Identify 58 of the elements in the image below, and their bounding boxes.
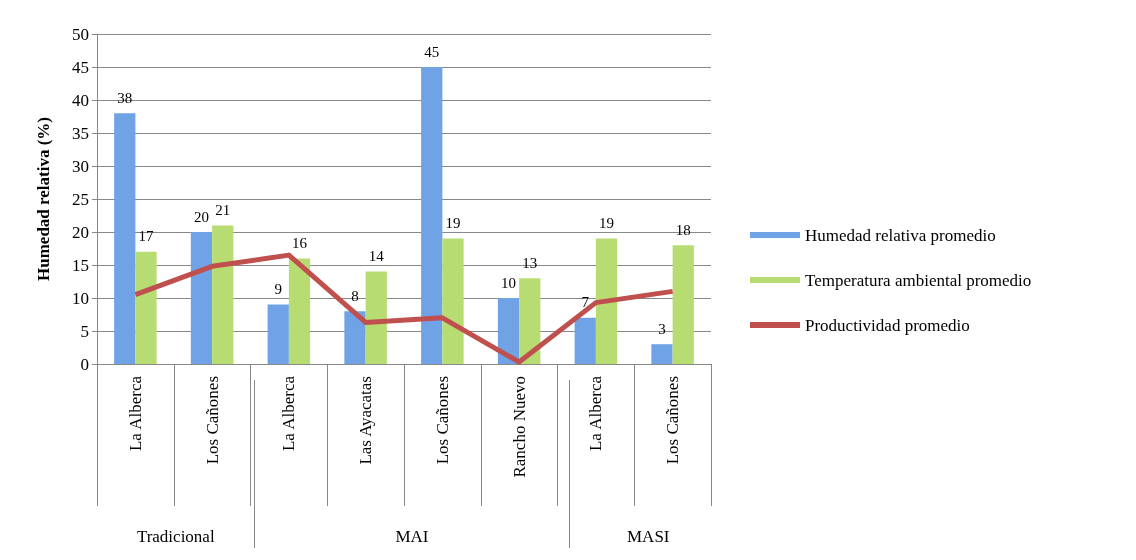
data-label: 21	[215, 201, 231, 218]
y-tick-label: 10	[72, 288, 89, 308]
bar	[421, 67, 443, 364]
data-label: 13	[522, 254, 538, 271]
bar	[135, 251, 157, 364]
bar	[212, 225, 234, 364]
x-tick-label: Los Cañones	[432, 376, 452, 465]
data-label: 19	[445, 215, 461, 232]
y-tick-label: 25	[72, 189, 89, 209]
x-tick-label: Las Ayacatas	[356, 376, 376, 465]
legend-label: Productividad promedio	[805, 315, 970, 335]
bar	[114, 113, 136, 364]
bar	[288, 258, 311, 364]
data-label: 38	[117, 89, 133, 106]
y-tick-label: 45	[72, 57, 89, 77]
data-label: 14	[368, 248, 385, 265]
x-tick-label: La Alberca	[125, 375, 145, 452]
y-tick-label: 5	[80, 321, 89, 341]
bar	[651, 344, 673, 364]
data-label: 45	[424, 43, 440, 60]
x-tick-label: Los Cañones	[663, 376, 683, 465]
x-tick-label: Rancho Nuevo	[509, 376, 529, 478]
text: Tradicional	[136, 526, 215, 546]
bar	[672, 245, 694, 364]
y-tick-label: 15	[72, 255, 89, 275]
data-label: 20	[193, 208, 209, 225]
x-tick-label: La Alberca	[586, 375, 606, 452]
bar	[267, 304, 289, 364]
data-label: 8	[351, 287, 359, 304]
y-tick-label: 35	[72, 123, 89, 143]
data-label: 9	[274, 281, 282, 298]
y-tick-label: 20	[72, 222, 89, 242]
bar	[519, 278, 541, 364]
data-label: 16	[292, 234, 308, 251]
data-label: 17	[138, 228, 155, 245]
x-tick-label: Los Cañones	[202, 376, 222, 465]
y-tick-label: 50	[72, 24, 89, 44]
data-label: 18	[675, 221, 691, 238]
bar	[365, 271, 387, 364]
bar	[595, 238, 618, 364]
data-label: 7	[581, 294, 590, 311]
bar	[574, 317, 596, 364]
data-label: 3	[658, 320, 666, 337]
data-label: 10	[500, 274, 516, 291]
y-tick-label: 40	[72, 90, 89, 110]
legend-label: Humedad relativa promedio	[805, 225, 996, 245]
text: MASI	[626, 526, 670, 546]
data-label: 19	[599, 215, 615, 232]
y-tick-label: 30	[72, 156, 89, 176]
y-tick-label: 0	[80, 354, 89, 374]
bar	[497, 298, 520, 364]
legend-label: Temperatura ambiental promedio	[805, 270, 1032, 290]
bar	[344, 311, 366, 364]
x-tick-label: La Alberca	[279, 375, 299, 452]
y-axis-title: Humedad relativa (%)	[34, 116, 53, 282]
text: MAI	[395, 526, 429, 546]
bar	[442, 238, 464, 364]
bar	[190, 232, 213, 364]
